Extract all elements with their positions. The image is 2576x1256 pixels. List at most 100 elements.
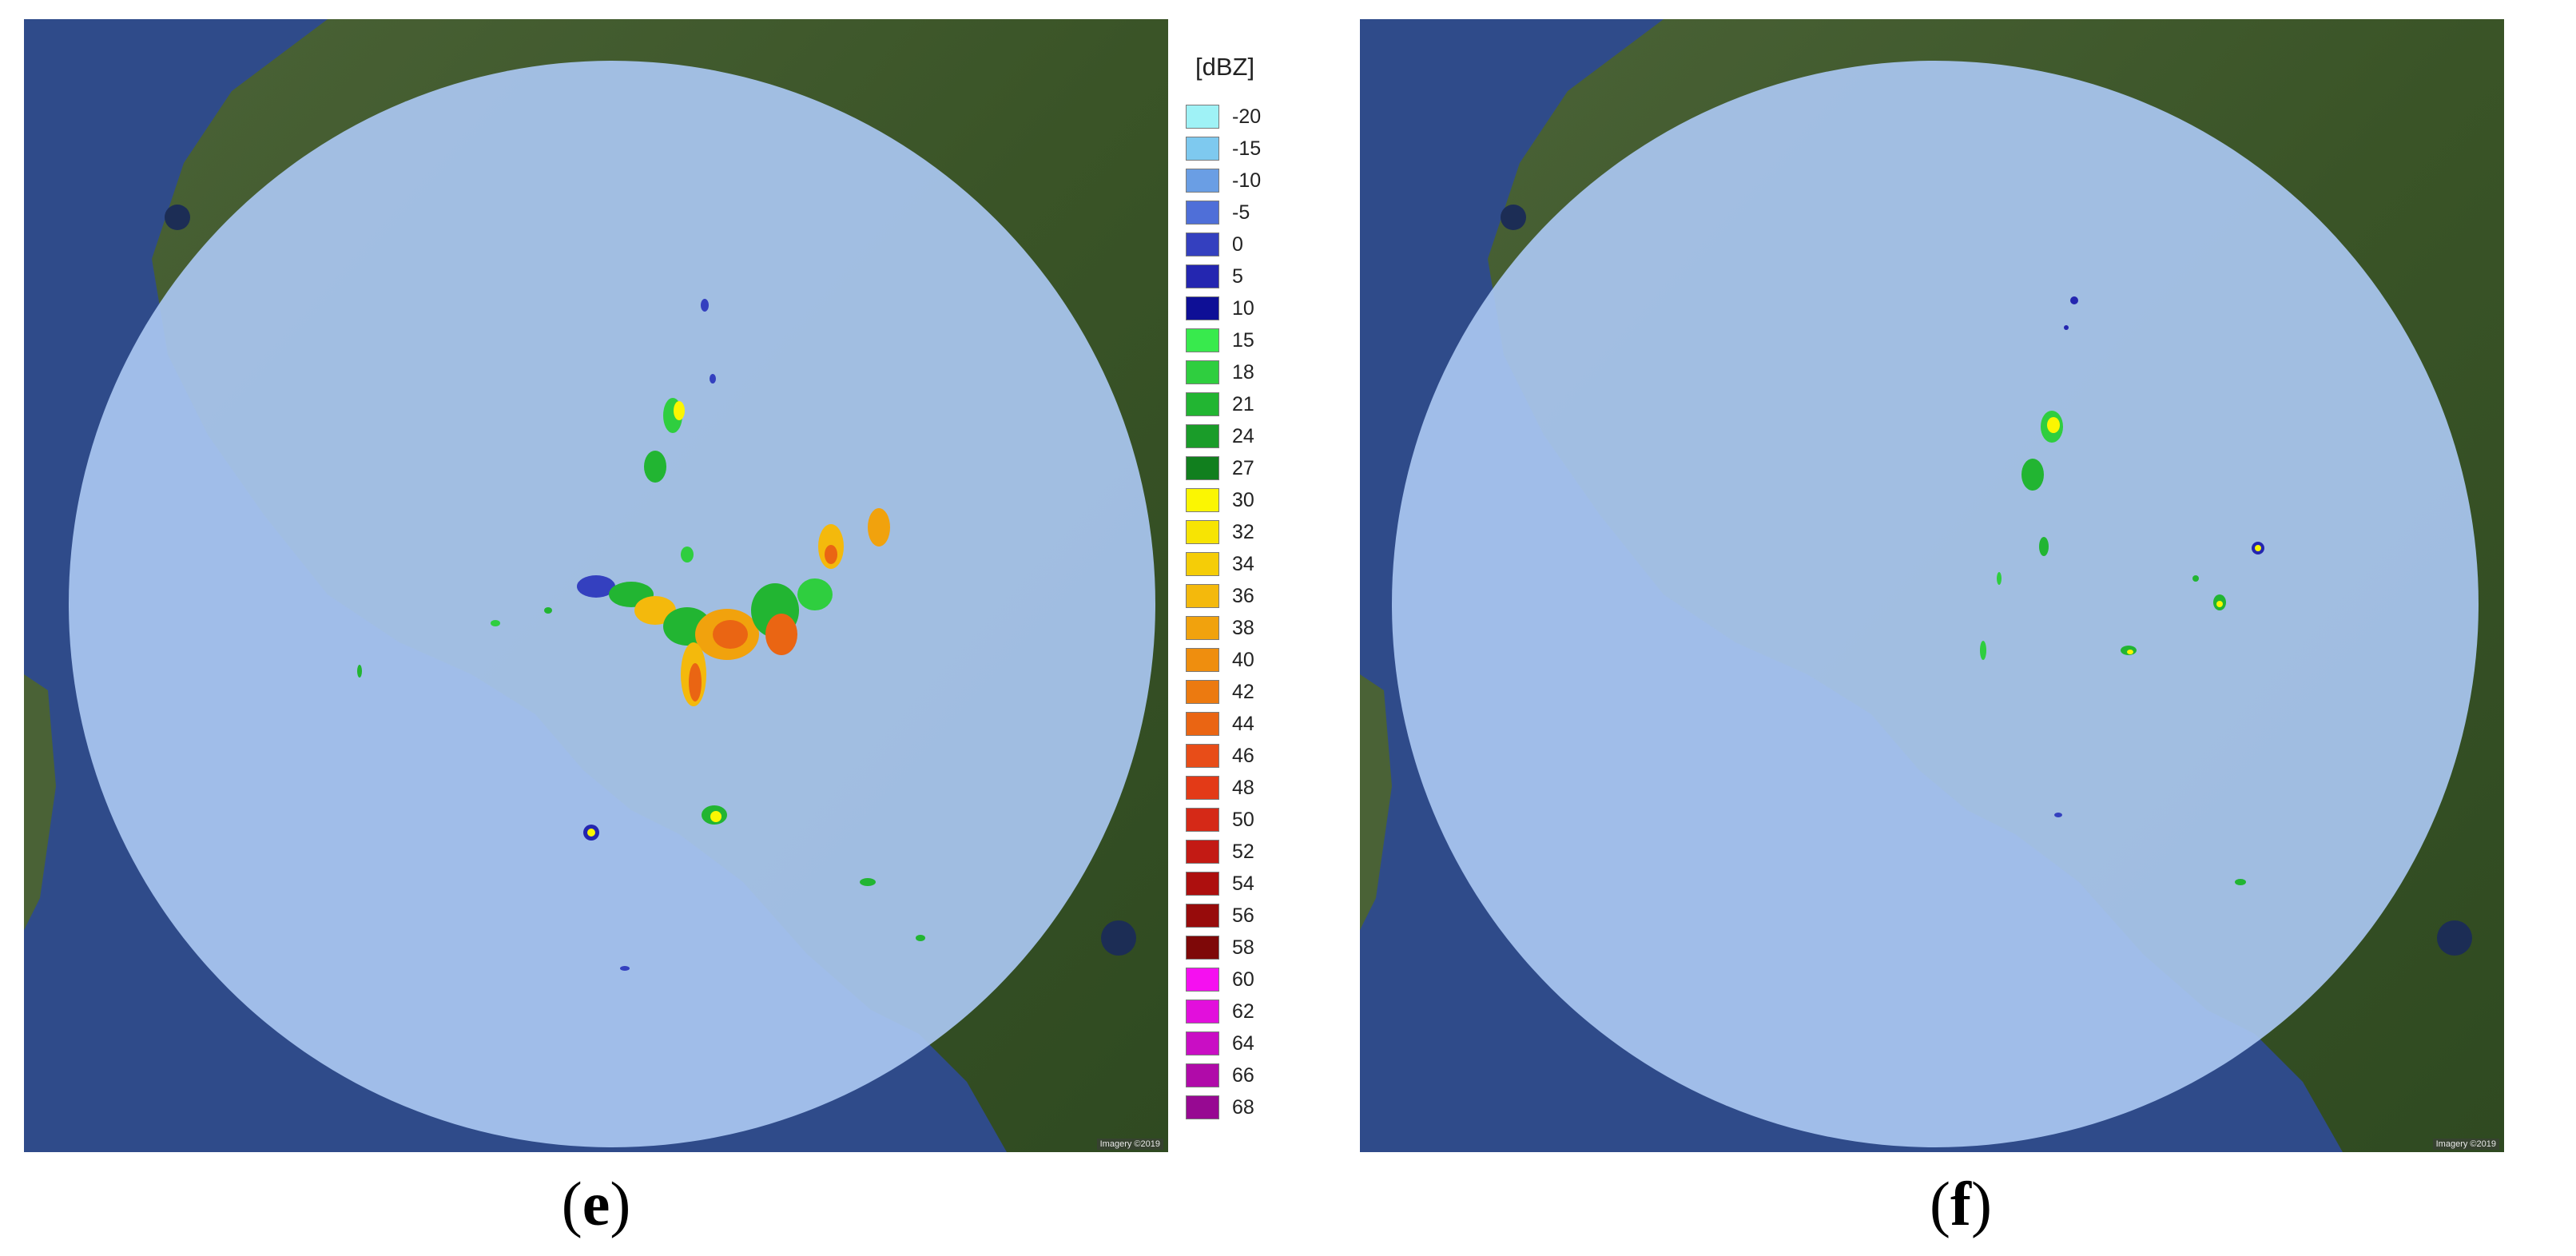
lake [2437, 920, 2472, 956]
legend-value: 27 [1232, 456, 1254, 479]
legend-value: 38 [1232, 616, 1254, 639]
lake [165, 205, 190, 230]
legend-value: 52 [1232, 840, 1254, 863]
legend-swatch [1186, 936, 1219, 960]
lake [1501, 205, 1526, 230]
legend-swatch [1186, 264, 1219, 288]
legend-value: -15 [1232, 137, 1262, 160]
legend-swatch [1186, 648, 1219, 672]
legend-swatch [1186, 296, 1219, 320]
legend-item: 50 [1175, 804, 1318, 836]
legend-value: 18 [1232, 360, 1254, 384]
legend-swatch [1186, 201, 1219, 225]
legend-item: 66 [1175, 1059, 1318, 1091]
map-attribution: Imagery ©2019 [1096, 1139, 1163, 1150]
legend-value: 58 [1232, 936, 1254, 959]
legend-swatch [1186, 616, 1219, 640]
land-island [24, 674, 56, 930]
legend-value: 44 [1232, 712, 1254, 735]
legend-item: 10 [1175, 292, 1318, 324]
legend-value: 5 [1232, 264, 1243, 288]
legend-swatch [1186, 456, 1219, 480]
panel-letter-e: e [582, 1169, 610, 1238]
lake [1101, 920, 1136, 956]
radar-map-panel-f: Imagery ©2019 [1360, 19, 2504, 1152]
legend-swatch [1186, 1031, 1219, 1055]
legend-item: 32 [1175, 516, 1318, 548]
legend-item: 40 [1175, 644, 1318, 676]
legend-value: 0 [1232, 233, 1243, 256]
legend-swatch [1186, 488, 1219, 512]
legend-swatch [1186, 169, 1219, 193]
legend-item: 58 [1175, 932, 1318, 964]
legend-swatch [1186, 1000, 1219, 1023]
legend-value: 32 [1232, 520, 1254, 543]
legend-item: 36 [1175, 580, 1318, 612]
panel-letter-f: f [1950, 1169, 1971, 1238]
legend-value: 40 [1232, 648, 1254, 671]
legend-value: 21 [1232, 392, 1254, 415]
legend-item: 24 [1175, 420, 1318, 452]
legend-value: 50 [1232, 808, 1254, 831]
legend-item: 42 [1175, 676, 1318, 708]
legend-swatch [1186, 520, 1219, 544]
legend-item: 52 [1175, 836, 1318, 868]
radar-coverage-disc [1392, 61, 2479, 1147]
legend-item: -15 [1175, 133, 1318, 165]
legend-swatch [1186, 744, 1219, 768]
legend-value: 68 [1232, 1095, 1254, 1119]
legend-value: 64 [1232, 1031, 1254, 1055]
legend-swatch [1186, 233, 1219, 256]
legend-item: 27 [1175, 452, 1318, 484]
legend-value: 34 [1232, 552, 1254, 575]
radar-coverage-disc [69, 61, 1155, 1147]
legend-value: 56 [1232, 904, 1254, 927]
panel-label-f: (f) [1930, 1169, 1992, 1238]
legend-swatch [1186, 328, 1219, 352]
legend-item: 56 [1175, 900, 1318, 932]
legend-item: 64 [1175, 1027, 1318, 1059]
legend-item: 5 [1175, 260, 1318, 292]
legend-swatch [1186, 424, 1219, 448]
legend-item: 15 [1175, 324, 1318, 356]
legend-item: 62 [1175, 996, 1318, 1027]
legend-value: 36 [1232, 584, 1254, 607]
land-island [1360, 674, 1392, 930]
legend-swatch [1186, 584, 1219, 608]
legend-value: 48 [1232, 776, 1254, 799]
legend-value: 42 [1232, 680, 1254, 703]
legend-item: 44 [1175, 708, 1318, 740]
legend-value: 10 [1232, 296, 1254, 320]
legend-swatch [1186, 904, 1219, 928]
legend-swatch [1186, 552, 1219, 576]
legend-item: -5 [1175, 197, 1318, 229]
radar-echoes [357, 299, 925, 971]
legend-swatch [1186, 105, 1219, 129]
legend-item: 18 [1175, 356, 1318, 388]
radar-map-panel-e: Imagery ©2019 [24, 19, 1168, 1152]
legend-value: 62 [1232, 1000, 1254, 1023]
map-attribution: Imagery ©2019 [2432, 1139, 2499, 1150]
legend-item: 34 [1175, 548, 1318, 580]
legend-swatch [1186, 137, 1219, 161]
legend-swatch [1186, 712, 1219, 736]
legend-swatch [1186, 1063, 1219, 1087]
legend-item: 60 [1175, 964, 1318, 996]
legend-value: 30 [1232, 488, 1254, 511]
legend-item: 68 [1175, 1091, 1318, 1123]
legend-swatch [1186, 680, 1219, 704]
legend-item: 38 [1175, 612, 1318, 644]
legend-item: -10 [1175, 165, 1318, 197]
radar-echoes [1980, 296, 2264, 885]
legend-swatch [1186, 872, 1219, 896]
radar-map-f [1360, 19, 2504, 1152]
legend-value: 60 [1232, 968, 1254, 991]
legend-swatch [1186, 840, 1219, 864]
legend-swatch [1186, 968, 1219, 992]
legend-swatch [1186, 360, 1219, 384]
legend-item: -20 [1175, 101, 1318, 133]
panel-label-e: (e) [561, 1169, 631, 1238]
legend-swatch [1186, 392, 1219, 416]
legend-item: 46 [1175, 740, 1318, 772]
legend-value: -5 [1232, 201, 1250, 224]
